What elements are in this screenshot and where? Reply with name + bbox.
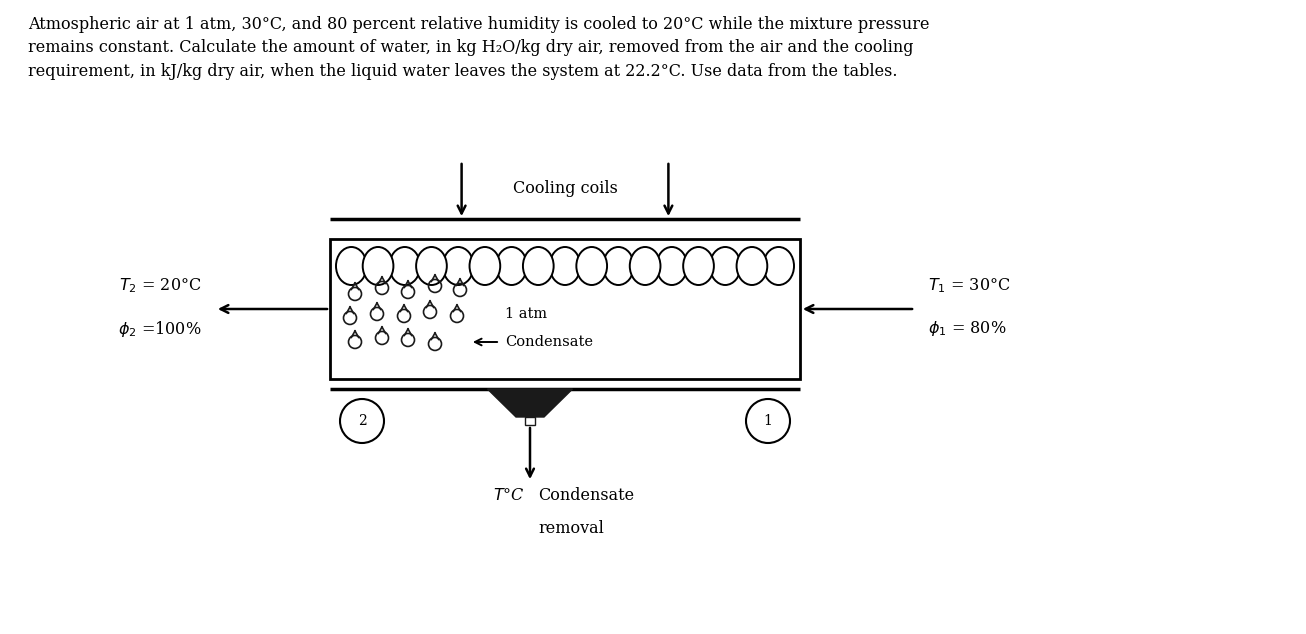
Circle shape [746, 399, 790, 443]
Ellipse shape [522, 247, 554, 285]
Text: Cooling coils: Cooling coils [512, 180, 618, 197]
Ellipse shape [763, 247, 794, 285]
Text: 1: 1 [764, 414, 772, 428]
Bar [525, 417, 535, 425]
Text: 2: 2 [358, 414, 367, 428]
Text: Condensate: Condensate [505, 335, 593, 349]
Text: $T$°C: $T$°C [494, 487, 525, 504]
Ellipse shape [443, 247, 474, 285]
Text: $T_2$ = 20°C: $T_2$ = 20°C [119, 276, 202, 295]
Ellipse shape [470, 247, 500, 285]
Polygon shape [487, 389, 572, 417]
Text: $\phi_2$ =100%: $\phi_2$ =100% [119, 319, 202, 339]
Ellipse shape [737, 247, 768, 285]
Ellipse shape [657, 247, 687, 285]
Text: 1 atm: 1 atm [505, 307, 547, 321]
Ellipse shape [389, 247, 421, 285]
Ellipse shape [629, 247, 661, 285]
Circle shape [340, 399, 384, 443]
Text: removal: removal [538, 520, 603, 537]
Ellipse shape [496, 247, 526, 285]
Text: Condensate: Condensate [538, 487, 635, 504]
Bar [330, 239, 801, 379]
Text: Atmospheric air at 1 atm, 30°C, and 80 percent relative humidity is cooled to 20: Atmospheric air at 1 atm, 30°C, and 80 p… [27, 16, 930, 80]
Ellipse shape [417, 247, 447, 285]
Ellipse shape [710, 247, 741, 285]
Ellipse shape [363, 247, 393, 285]
Ellipse shape [683, 247, 714, 285]
Ellipse shape [550, 247, 580, 285]
Ellipse shape [336, 247, 367, 285]
Text: $T_1$ = 30°C: $T_1$ = 30°C [929, 276, 1011, 295]
Ellipse shape [576, 247, 607, 285]
Text: $\phi_1$ = 80%: $\phi_1$ = 80% [929, 320, 1007, 339]
Ellipse shape [603, 247, 633, 285]
